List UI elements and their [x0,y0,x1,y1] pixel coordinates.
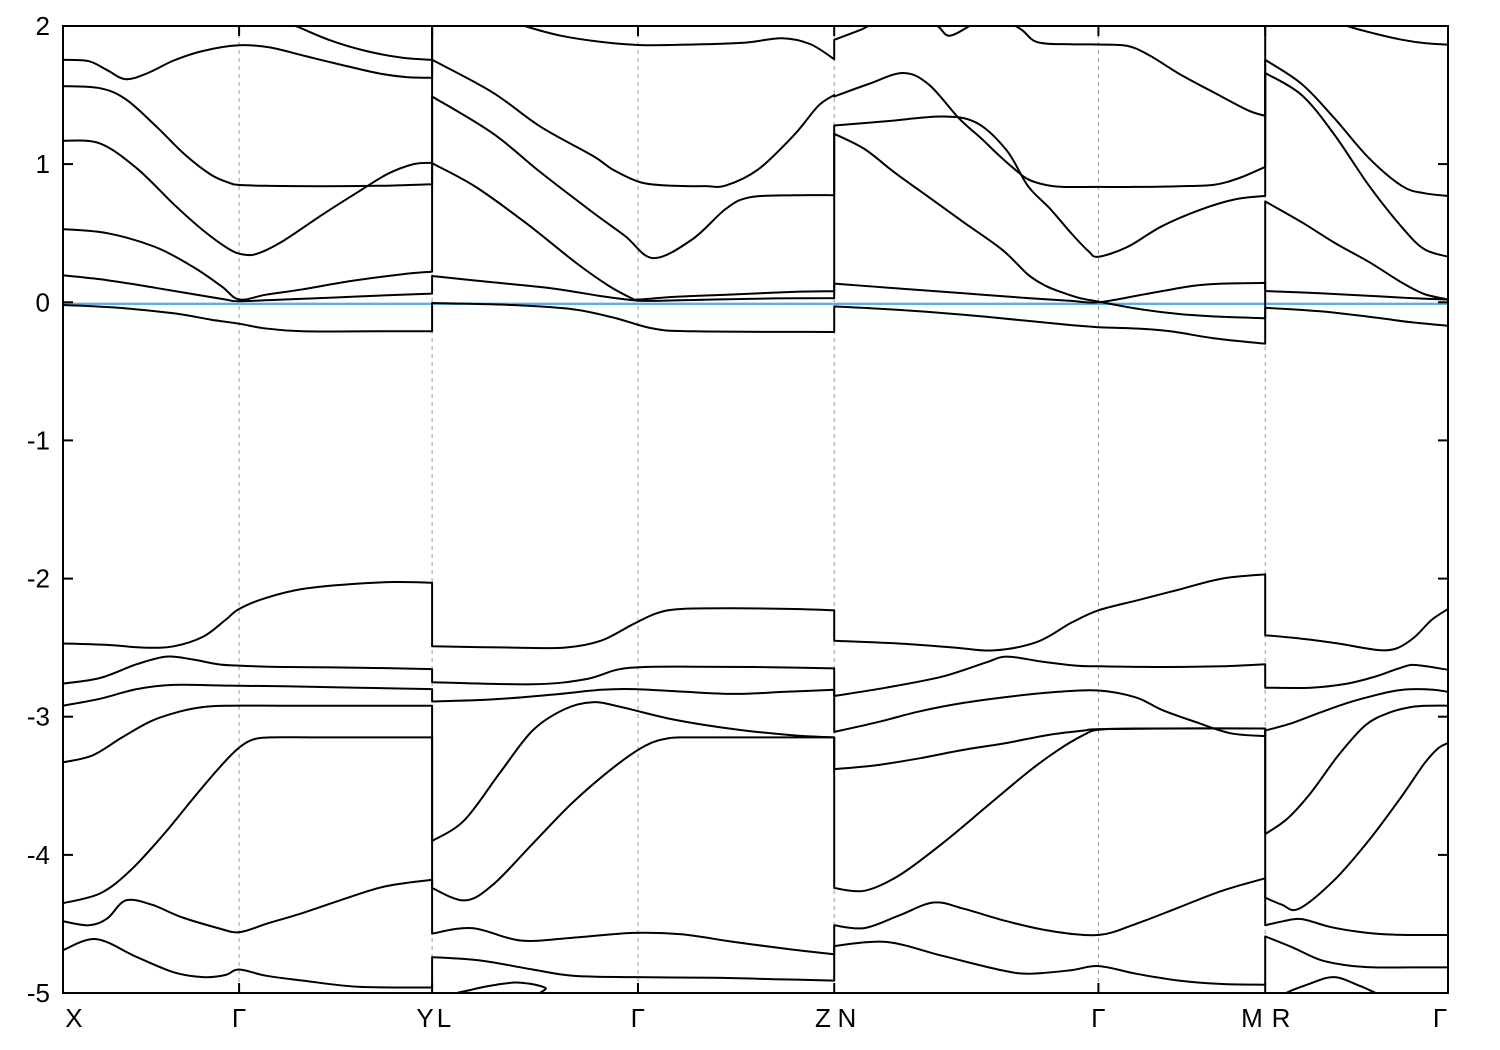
y-tick-label: -3 [27,702,50,732]
energy-band-1 [63,26,1448,117]
k-point-label: Z [815,1003,831,1033]
y-tick-label: -1 [27,425,50,455]
k-point-label: M [1241,1003,1263,1033]
bands-group [63,26,1448,993]
k-point-label: Γ [631,1003,645,1033]
k-point-label: Γ [232,1003,246,1033]
y-tick-label: -2 [27,564,50,594]
k-point-label: Γ [1091,1003,1105,1033]
y-tick-label: -4 [27,840,50,870]
k-point-label: L [437,1003,451,1033]
tick-marks [63,26,1448,993]
y-tick-label: 1 [36,149,50,179]
k-point-label: R [1272,1003,1291,1033]
energy-band-9 [63,683,1448,738]
energy-band-3 [63,72,1448,260]
k-point-label: X [65,1003,82,1033]
energy-band-5 [63,274,1448,304]
energy-band-13 [63,935,1448,989]
energy-band-2 [63,58,1448,197]
k-point-label: Y [416,1003,433,1033]
energy-band-8 [63,655,1448,697]
k-point-label: Γ [1433,1003,1447,1033]
energy-band-14 [453,976,1379,993]
y-tick-label: -5 [27,978,50,1008]
plot-border [62,25,1449,994]
k-point-label: N [838,1003,857,1033]
y-tick-label: 0 [36,287,50,317]
energy-band-10 [63,701,1448,842]
y-tick-label: 2 [36,11,50,41]
energy-band-11 [63,727,1448,912]
energy-band-7 [63,573,1448,652]
energy-band-12 [63,877,1448,956]
energy-band-6 [63,302,1448,345]
